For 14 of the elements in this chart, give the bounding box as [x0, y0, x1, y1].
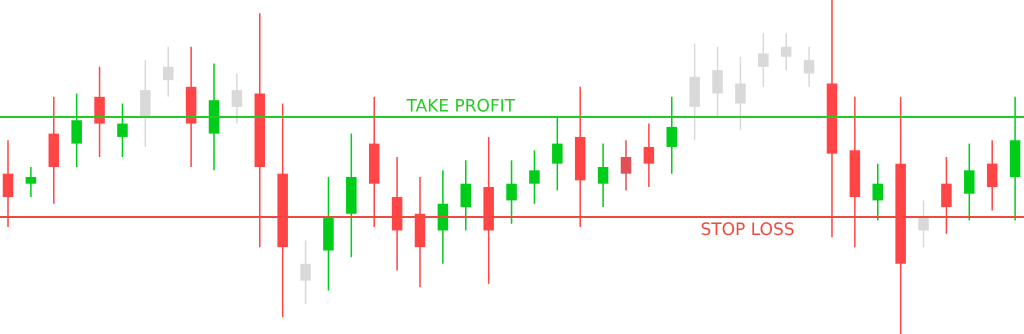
candlestick [643, 123, 655, 188]
candlestick [666, 96, 678, 174]
candlestick [2, 140, 14, 228]
candlestick [208, 63, 220, 171]
candlestick [597, 143, 609, 208]
candlestick [254, 13, 266, 248]
candlestick [780, 33, 792, 71]
candlestick [826, 0, 838, 238]
candlestick [185, 46, 197, 167]
candlestick [803, 46, 815, 87]
ref-line-label: TAKE PROFIT [406, 98, 516, 112]
ref-line-label: STOP LOSS [701, 222, 794, 236]
candlestick [25, 167, 37, 198]
candlestick [162, 46, 174, 97]
